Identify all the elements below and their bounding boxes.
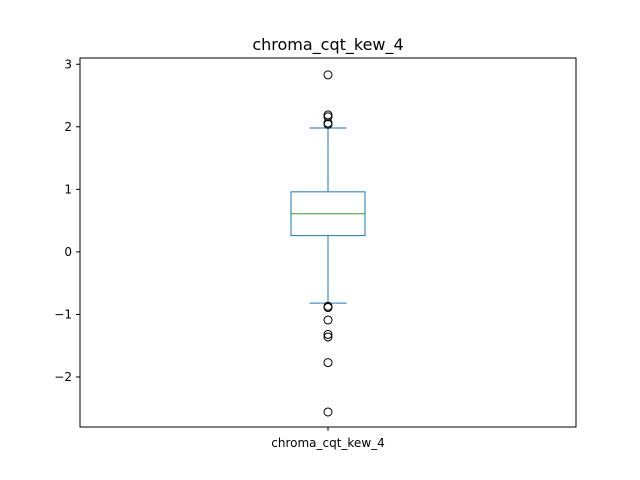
outlier-point [323, 407, 333, 417]
chart-title: chroma_cqt_kew_4 [252, 35, 403, 55]
outlier-point [323, 70, 333, 80]
outlier-point [323, 358, 333, 368]
outlier-point [323, 303, 333, 313]
y-tick-label: −1 [54, 307, 72, 321]
plot-area [79, 57, 577, 428]
outlier-point [323, 332, 333, 342]
x-axis: chroma_cqt_kew_4 [271, 427, 385, 450]
x-tick-label: chroma_cqt_kew_4 [271, 436, 385, 450]
outlier-point [323, 329, 333, 339]
y-axis: −2 −1 0 1 2 3 [54, 57, 80, 384]
y-tick-label: 2 [64, 120, 72, 134]
y-tick-label: 0 [64, 245, 72, 259]
y-tick-label: 3 [64, 57, 72, 71]
y-tick-label: 1 [64, 182, 72, 196]
outlier-point [323, 119, 333, 129]
outlier-point [323, 110, 333, 120]
y-tick-label: −2 [54, 370, 72, 384]
outlier-point [323, 315, 333, 325]
